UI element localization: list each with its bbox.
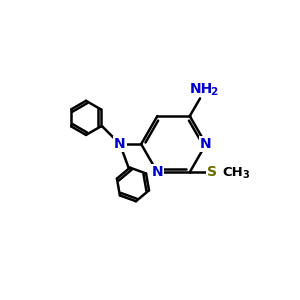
Text: S: S [207, 165, 217, 179]
Text: 3: 3 [242, 170, 249, 180]
Text: NH: NH [190, 82, 213, 96]
Text: 2: 2 [210, 87, 218, 97]
Text: CH: CH [223, 166, 243, 179]
Text: N: N [114, 137, 126, 151]
Text: N: N [200, 137, 212, 151]
Text: N: N [152, 165, 163, 179]
